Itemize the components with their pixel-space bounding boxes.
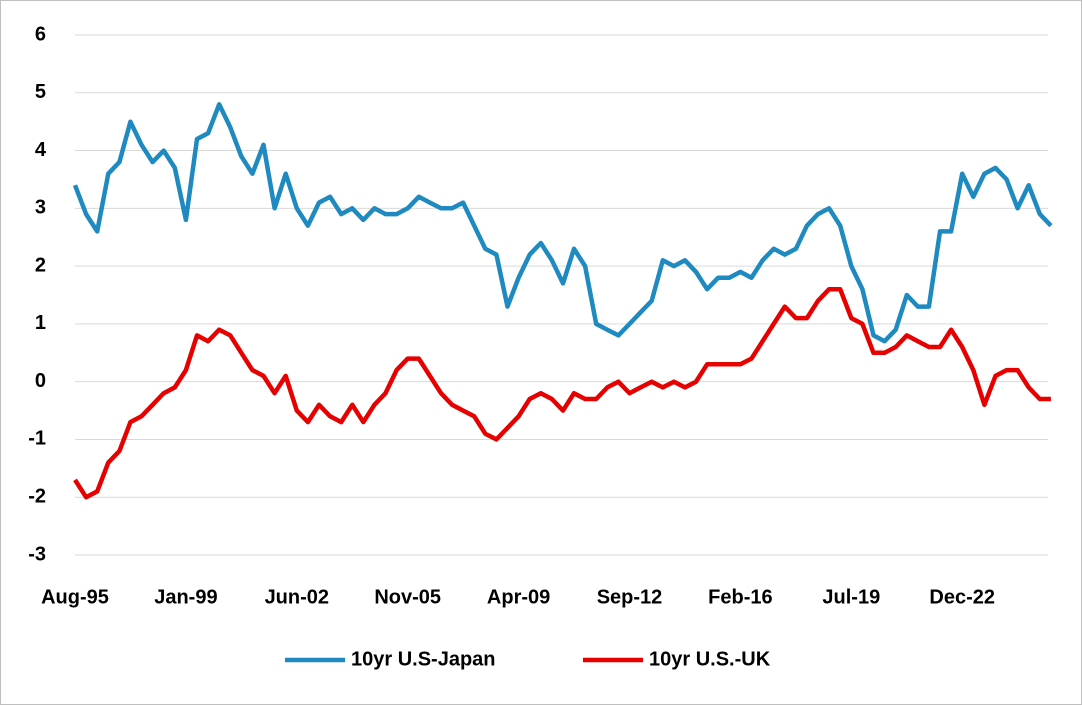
- y-tick-label: 1: [35, 312, 46, 334]
- x-tick-label: Jun-02: [265, 586, 329, 608]
- x-tick-label: Aug-95: [41, 586, 109, 608]
- y-tick-label: 0: [35, 370, 46, 392]
- x-tick-label: Jul-19: [822, 586, 880, 608]
- y-tick-label: -3: [28, 543, 46, 565]
- y-tick-label: 2: [35, 254, 46, 276]
- y-tick-label: -1: [28, 428, 46, 450]
- legend-label: 10yr U.S.-UK: [649, 648, 771, 670]
- y-tick-label: 3: [35, 197, 46, 219]
- y-tick-label: -2: [28, 486, 46, 508]
- x-tick-label: Nov-05: [374, 586, 441, 608]
- y-tick-label: 6: [35, 23, 46, 45]
- x-tick-label: Jan-99: [154, 586, 217, 608]
- series-line: [72, 102, 1053, 344]
- x-tick-label: Dec-22: [929, 586, 995, 608]
- y-tick-label: 5: [35, 81, 46, 103]
- x-tick-label: Feb-16: [708, 586, 772, 608]
- x-tick-label: Sep-12: [597, 586, 663, 608]
- x-tick-label: Apr-09: [487, 586, 550, 608]
- legend-label: 10yr U.S-Japan: [351, 648, 496, 670]
- series-line: [73, 286, 1051, 500]
- y-tick-label: 4: [35, 139, 47, 161]
